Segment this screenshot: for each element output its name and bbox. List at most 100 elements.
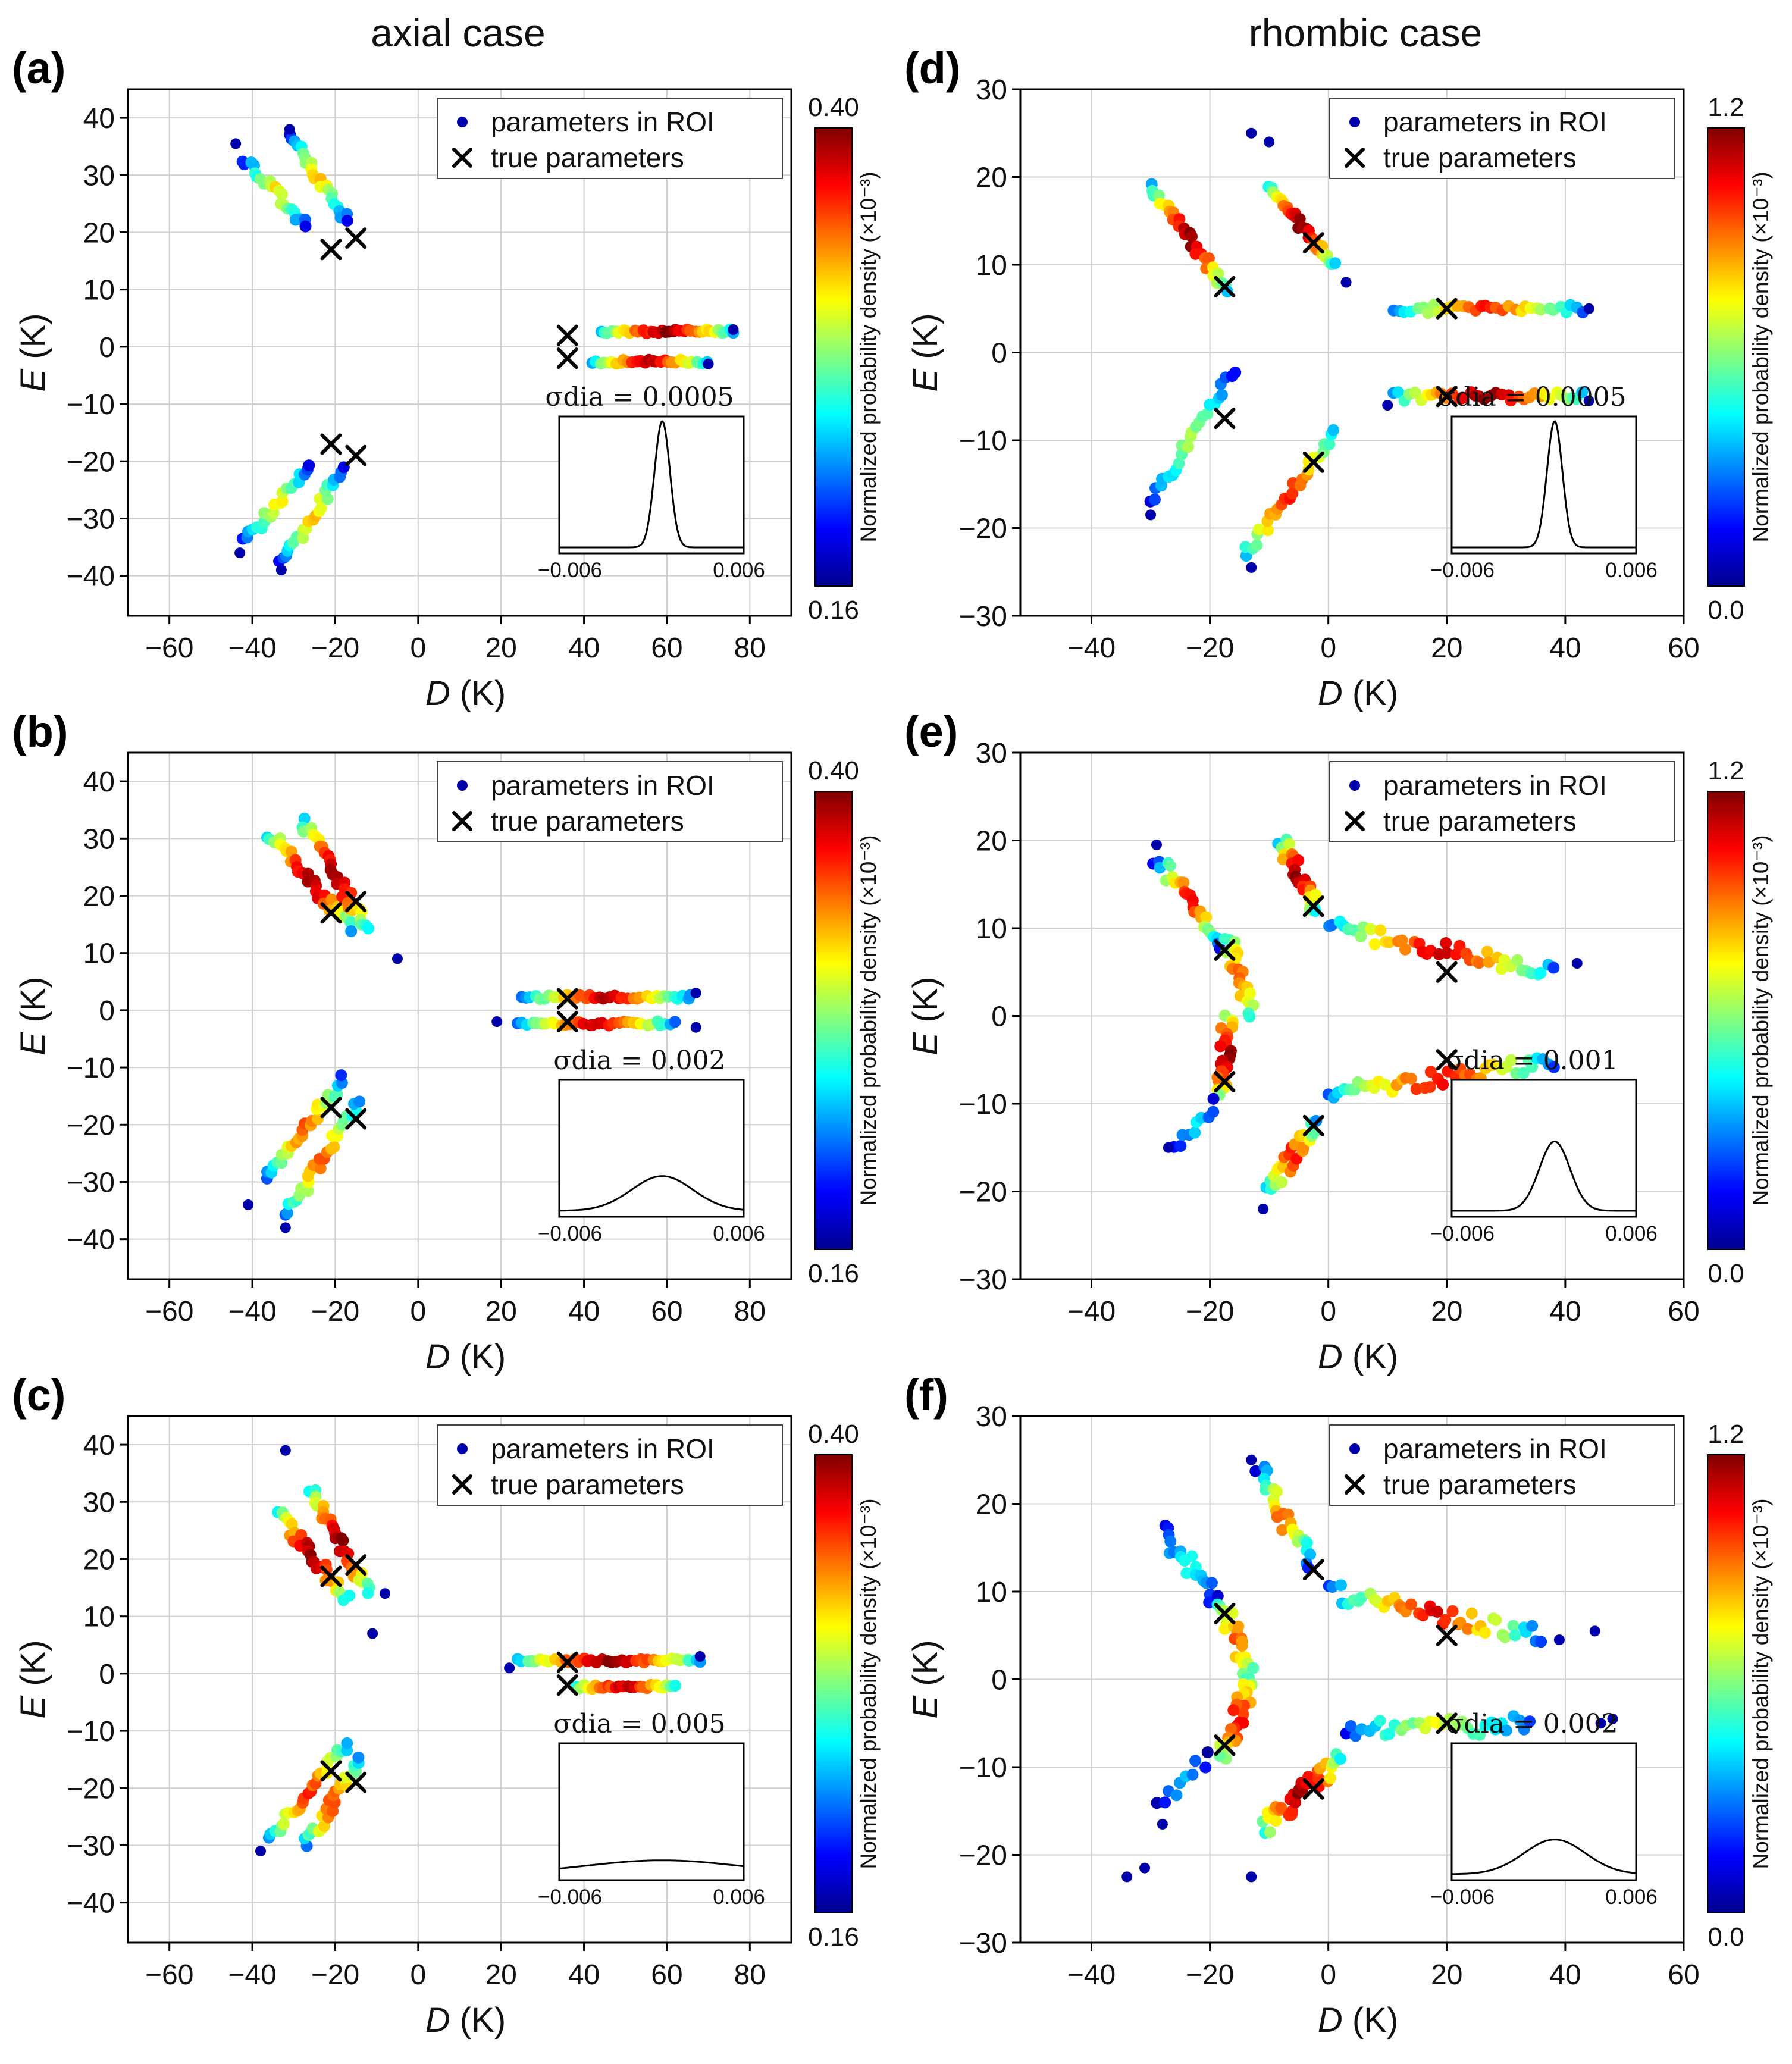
y-tick-label: 0	[99, 1659, 115, 1690]
y-tick-label: 40	[83, 766, 115, 798]
y-tick-label: −30	[959, 1264, 1007, 1296]
cross-stroke	[345, 1554, 367, 1576]
scatter-point	[1481, 945, 1493, 958]
scatter-point	[1164, 859, 1176, 872]
y-axis-label: E (K)	[906, 976, 945, 1055]
true-parameter-cross	[1436, 1624, 1458, 1646]
axis-ticks: −60 −40 −20 0 20 40 60 80 −40 −30 −20 −10 0 10 20 30 40	[67, 766, 766, 1327]
colorbar-min-label: 0.16	[808, 1922, 859, 1952]
colorbar-min-label: 0.0	[1708, 596, 1744, 625]
y-axis-label-unit: (K)	[14, 313, 52, 368]
scatter-point	[1286, 487, 1299, 500]
y-axis-label-unit: (K)	[906, 1640, 945, 1695]
y-axis-label-unit: (K)	[14, 1640, 52, 1695]
scatter-point	[1252, 523, 1265, 535]
true-parameter-cross	[1214, 939, 1236, 961]
scatter-point	[1440, 947, 1453, 959]
scatter-point	[1243, 1010, 1256, 1023]
legend-box	[1329, 761, 1675, 842]
legend-cross-icon	[1345, 811, 1365, 831]
colorbar-title: Normalized probability density (×10⁻³)	[1749, 1498, 1773, 1869]
legend-label-true: true parameters	[1383, 1469, 1577, 1500]
cross-stroke	[320, 433, 342, 455]
panel-label: (c)	[12, 1370, 65, 1420]
y-tick-label: −10	[959, 1752, 1007, 1784]
scatter-point	[1207, 1092, 1220, 1105]
x-tick-label: 60	[1668, 1296, 1699, 1327]
legend: parameters in ROI true parameters	[437, 98, 783, 179]
outlier-point	[1583, 395, 1594, 406]
true-parameter-cross	[1436, 297, 1458, 320]
y-tick-label: 30	[976, 1401, 1007, 1433]
cross-stroke	[452, 148, 472, 168]
inset-x-max-label: 0.006	[713, 1222, 765, 1245]
true-parameter-cross	[320, 239, 342, 261]
true-parameter-cross	[1214, 1071, 1236, 1093]
outlier-point	[1340, 277, 1352, 288]
cross-stroke	[1302, 1559, 1324, 1581]
x-tick-label: −40	[228, 1959, 276, 1991]
true-parameter-cross	[345, 444, 367, 466]
scatter-point	[337, 1534, 349, 1547]
scatter-point	[1182, 441, 1195, 453]
inset-gaussian-curve	[559, 1175, 744, 1212]
y-tick-label: −30	[67, 1167, 115, 1198]
cross-stroke	[1436, 1624, 1458, 1646]
x-tick-label: 60	[1668, 632, 1699, 664]
legend-box	[437, 761, 783, 842]
scatter-point	[1374, 924, 1387, 937]
y-tick-label: 30	[976, 74, 1007, 106]
x-tick-label: −40	[1067, 632, 1116, 664]
legend: parameters in ROI true parameters	[1329, 761, 1675, 842]
cross-stroke	[1214, 939, 1236, 961]
cross-stroke	[556, 347, 578, 369]
y-tick-label: −30	[959, 601, 1007, 632]
x-tick-label: 60	[651, 1296, 682, 1327]
cross-stroke	[1345, 1474, 1365, 1495]
inset-gaussian-curve	[559, 1859, 744, 1869]
scatter-point	[1526, 1061, 1539, 1073]
scatter-point	[1473, 957, 1485, 969]
outlier-point	[1595, 1718, 1606, 1729]
true-parameter-cross	[1214, 1734, 1236, 1756]
x-axis-label: D (K)	[425, 1338, 506, 1376]
axis-ticks: −40 −20 0 20 40 60 −30 −20 −10 0 10 20 30	[959, 738, 1700, 1327]
legend: parameters in ROI true parameters	[1329, 98, 1675, 179]
y-tick-label: −10	[959, 1089, 1007, 1120]
legend-cross-icon	[1345, 148, 1365, 168]
legend-box	[437, 98, 783, 179]
true-parameter-cross	[1302, 232, 1324, 254]
scatter-point	[1236, 1640, 1248, 1652]
y-axis-label-symbol: E	[906, 368, 945, 392]
y-tick-label: −20	[67, 446, 115, 478]
colorbar-min-label: 0.16	[808, 596, 859, 625]
y-axis-label-symbol: E	[14, 368, 52, 392]
cross-stroke	[345, 1771, 367, 1793]
scatter-point	[1456, 392, 1468, 405]
y-tick-label: 20	[83, 881, 115, 912]
cross-stroke	[1302, 451, 1324, 473]
outlier-point	[1246, 127, 1257, 139]
colorbar-bar	[1707, 1454, 1745, 1913]
true-parameter-cross	[1302, 895, 1324, 917]
scatter-point	[281, 1207, 294, 1219]
y-tick-label: −10	[67, 389, 115, 421]
inset-x-min-label: −0.006	[538, 1222, 602, 1245]
legend-label-roi: parameters in ROI	[1383, 107, 1607, 137]
scatter-points	[230, 124, 740, 576]
scatter-point	[1431, 1605, 1443, 1618]
true-parameter-cross	[1436, 386, 1458, 408]
scatter-point	[1383, 936, 1396, 948]
y-tick-label: 0	[991, 338, 1007, 369]
true-parameter-markers	[1214, 895, 1458, 1136]
legend-dot-icon	[457, 117, 468, 127]
y-tick-label: 30	[83, 160, 115, 192]
colorbar-title: Normalized probability density (×10⁻³)	[856, 171, 881, 542]
inset-distribution: σdia = 0.005 −0.006 0.006	[538, 1709, 765, 1909]
scatter-point	[1392, 386, 1405, 399]
scatter-point	[1334, 1753, 1346, 1765]
colorbar-max-label: 1.2	[1708, 1420, 1744, 1449]
true-parameter-cross	[345, 1554, 367, 1576]
